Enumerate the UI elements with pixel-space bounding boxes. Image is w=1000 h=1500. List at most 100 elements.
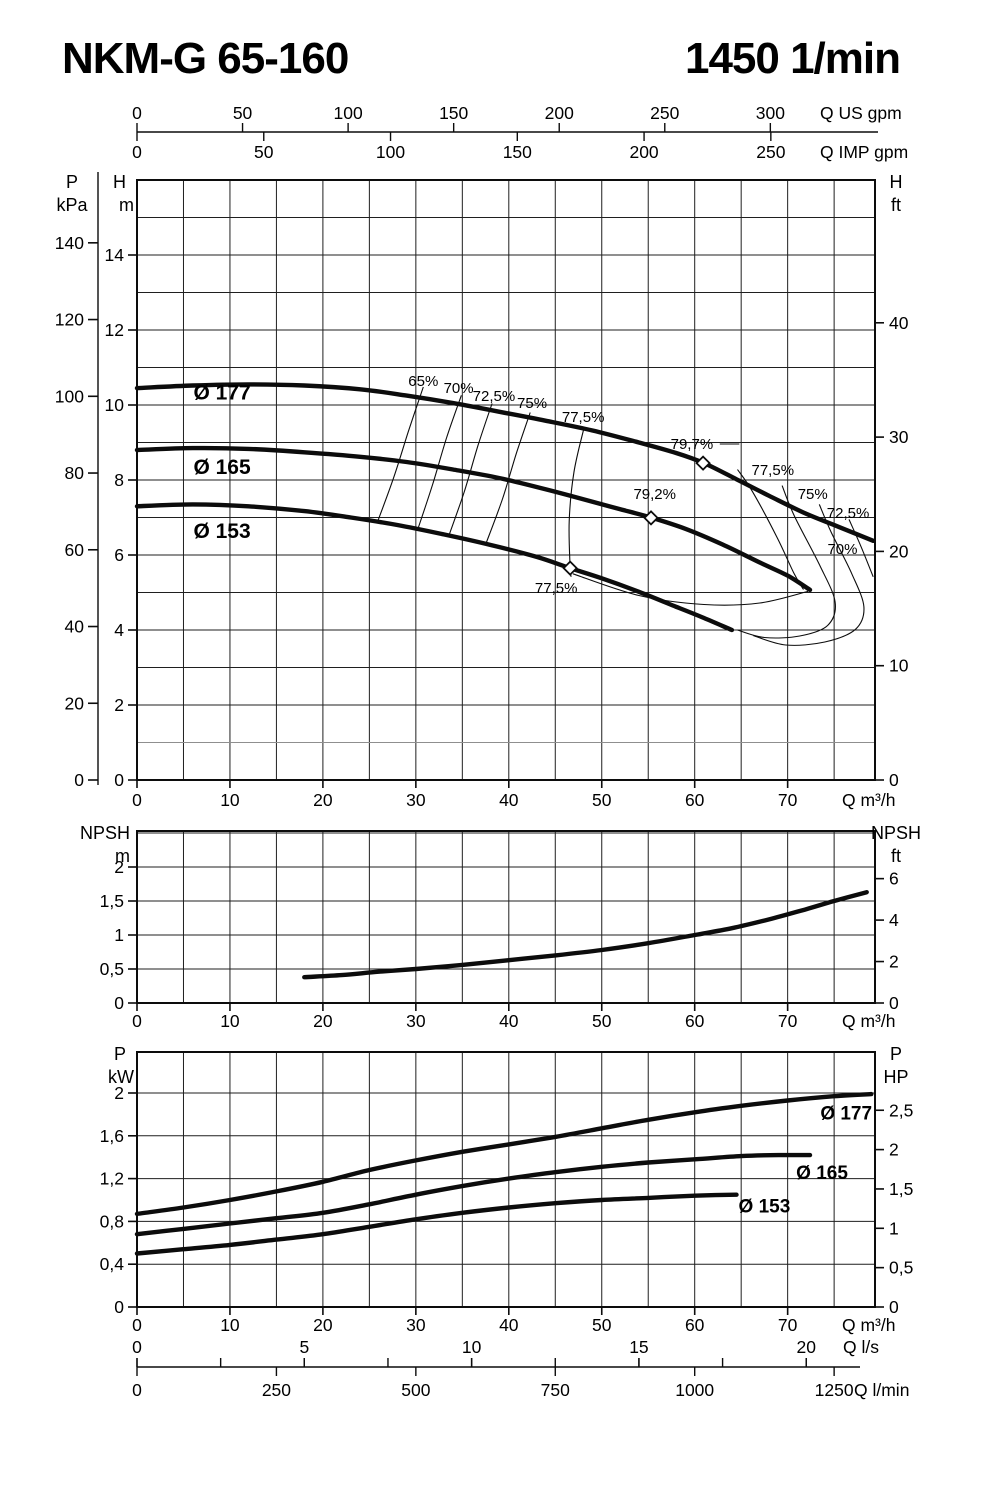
- y-axis-title: m: [115, 846, 130, 866]
- efficiency-line: [572, 573, 809, 606]
- curve-label: Ø 153: [739, 1196, 791, 1217]
- y-axis-title: ft: [891, 846, 901, 866]
- kpa-tick-label: 60: [65, 540, 85, 560]
- x-tick-label: 50: [592, 790, 612, 810]
- chart-power: 0 0,4 0,8 1,2 1,6 2 PkW 0 0,5 1 1,5 2 2,5 P HP 0 10 20 30 4…: [100, 1044, 914, 1335]
- kpa-tick-label: 20: [65, 693, 85, 713]
- y-right-tick-label: 4: [889, 910, 899, 930]
- y-tick-label: 1: [114, 925, 124, 945]
- axis-tick-label: 0: [132, 1380, 142, 1400]
- efficiency-line: [377, 386, 424, 522]
- axis-tick-label: 0: [132, 142, 142, 162]
- efficiency-label: 77,5%: [752, 462, 795, 479]
- efficiency-line: [737, 469, 804, 590]
- axis-tick-label: 50: [254, 142, 274, 162]
- efficiency-line: [753, 504, 865, 646]
- x-tick-label: 70: [778, 790, 798, 810]
- efficiency-line: [737, 485, 836, 639]
- y-axis-title: ft: [891, 195, 901, 215]
- page-title: NKM-G 65-160: [62, 34, 349, 83]
- axis-tick-label: 5: [299, 1337, 309, 1357]
- y-axis-title: H: [113, 172, 126, 192]
- bep-marker-diamond: [643, 510, 659, 526]
- axis-tick-label: 20: [797, 1337, 817, 1357]
- y-axis-title: NPSH: [80, 823, 130, 843]
- efficiency-label: 72,5%: [473, 388, 516, 405]
- x-tick-label: 60: [685, 1011, 705, 1031]
- curve-label: Ø 165: [193, 456, 251, 479]
- efficiency-label: 65%: [408, 373, 438, 390]
- efficiency-label: 75%: [517, 395, 547, 412]
- y-tick-label: 0: [114, 993, 124, 1013]
- y-tick-label: 1,6: [100, 1126, 124, 1146]
- axis-tick-label: 250: [650, 103, 679, 123]
- plot-border: [136, 1051, 876, 1308]
- chart-npsh: 0 0,5 1 1,5 2 NPSH m 0 2 4 6 NPSH ft 0 10 20 30 40 50 60 70 Q…: [80, 823, 921, 1031]
- y-axis-title: m: [119, 195, 134, 215]
- axis-tick-label: 250: [262, 1380, 291, 1400]
- y-tick-label: 0,5: [100, 959, 124, 979]
- efficiency-line: [485, 412, 531, 545]
- axis-tick-label: 10: [462, 1337, 482, 1357]
- x-tick-label: 30: [406, 1011, 426, 1031]
- curve-npsh: [302, 890, 869, 980]
- axis-tick-label: 15: [629, 1337, 648, 1357]
- pump-speed-label: 1450 1/min: [684, 34, 901, 83]
- x-tick-label: 10: [220, 1315, 240, 1335]
- y-tick-label: 0,4: [100, 1254, 125, 1274]
- x-tick-label: 10: [220, 790, 240, 810]
- y-tick-label: 2: [114, 1083, 124, 1103]
- axis-tick-label: 500: [401, 1380, 430, 1400]
- axis-unit-label: Q IMP gpm: [820, 142, 908, 162]
- efficiency-line: [568, 427, 585, 577]
- axis-tick-label: 0: [132, 103, 142, 123]
- y-tick-label: 1,2: [100, 1169, 124, 1189]
- curve-label: Ø 165: [796, 1163, 848, 1184]
- y-right-tick-label: 1,5: [889, 1179, 913, 1199]
- y-axis-title: P: [114, 1044, 126, 1064]
- kpa-tick-label: 80: [65, 463, 85, 483]
- kpa-tick-label: 140: [55, 233, 84, 253]
- x-tick-label: 0: [132, 1011, 142, 1031]
- x-tick-label: 50: [592, 1011, 612, 1031]
- curve--153: [134, 502, 735, 633]
- y-tick-label: 14: [105, 245, 125, 265]
- axis-tick-label: 200: [629, 142, 658, 162]
- x-tick-label: 60: [685, 1315, 705, 1335]
- x-axis-unit: Q m³/h: [842, 790, 895, 810]
- y-tick-label: 10: [105, 395, 125, 415]
- x-tick-label: 20: [313, 790, 333, 810]
- efficiency-label: 75%: [798, 486, 828, 503]
- bep-marker-diamond: [562, 560, 578, 576]
- y-right-tick-label: 0: [889, 1297, 899, 1317]
- axis-tick-label: 100: [334, 103, 363, 123]
- y-axis-title: NPSH: [871, 823, 921, 843]
- axis-tick-label: 150: [503, 142, 532, 162]
- y-tick-label: 12: [105, 320, 124, 340]
- y-axis-title: P: [890, 1044, 902, 1064]
- x-tick-label: 60: [685, 790, 705, 810]
- curve--165: [134, 1152, 813, 1237]
- x-tick-label: 40: [499, 1011, 519, 1031]
- y-right-tick-label: 0: [889, 770, 899, 790]
- y-tick-label: 2: [114, 695, 124, 715]
- bep-marker-diamond: [695, 455, 711, 471]
- x-tick-label: 70: [778, 1315, 798, 1335]
- curve-label: Ø 153: [193, 520, 250, 543]
- curve--153: [134, 1192, 739, 1256]
- y-right-tick-label: 6: [889, 869, 899, 889]
- x-axis-unit: Q m³/h: [842, 1011, 895, 1031]
- x-tick-label: 70: [778, 1011, 798, 1031]
- bep-label: 79,7%: [671, 436, 714, 453]
- x-tick-label: 10: [220, 1011, 240, 1031]
- grid-npsh: [137, 831, 875, 1003]
- axis-tick-label: 250: [756, 142, 785, 162]
- y-right-tick-label: 30: [889, 427, 909, 447]
- kpa-tick-label: 100: [55, 386, 84, 406]
- plot-border: [136, 830, 876, 1004]
- y-axis-title: kPa: [56, 195, 88, 215]
- x-tick-label: 50: [592, 1315, 612, 1335]
- y-tick-label: 4: [114, 620, 124, 640]
- curve-label: Ø 177: [193, 382, 250, 405]
